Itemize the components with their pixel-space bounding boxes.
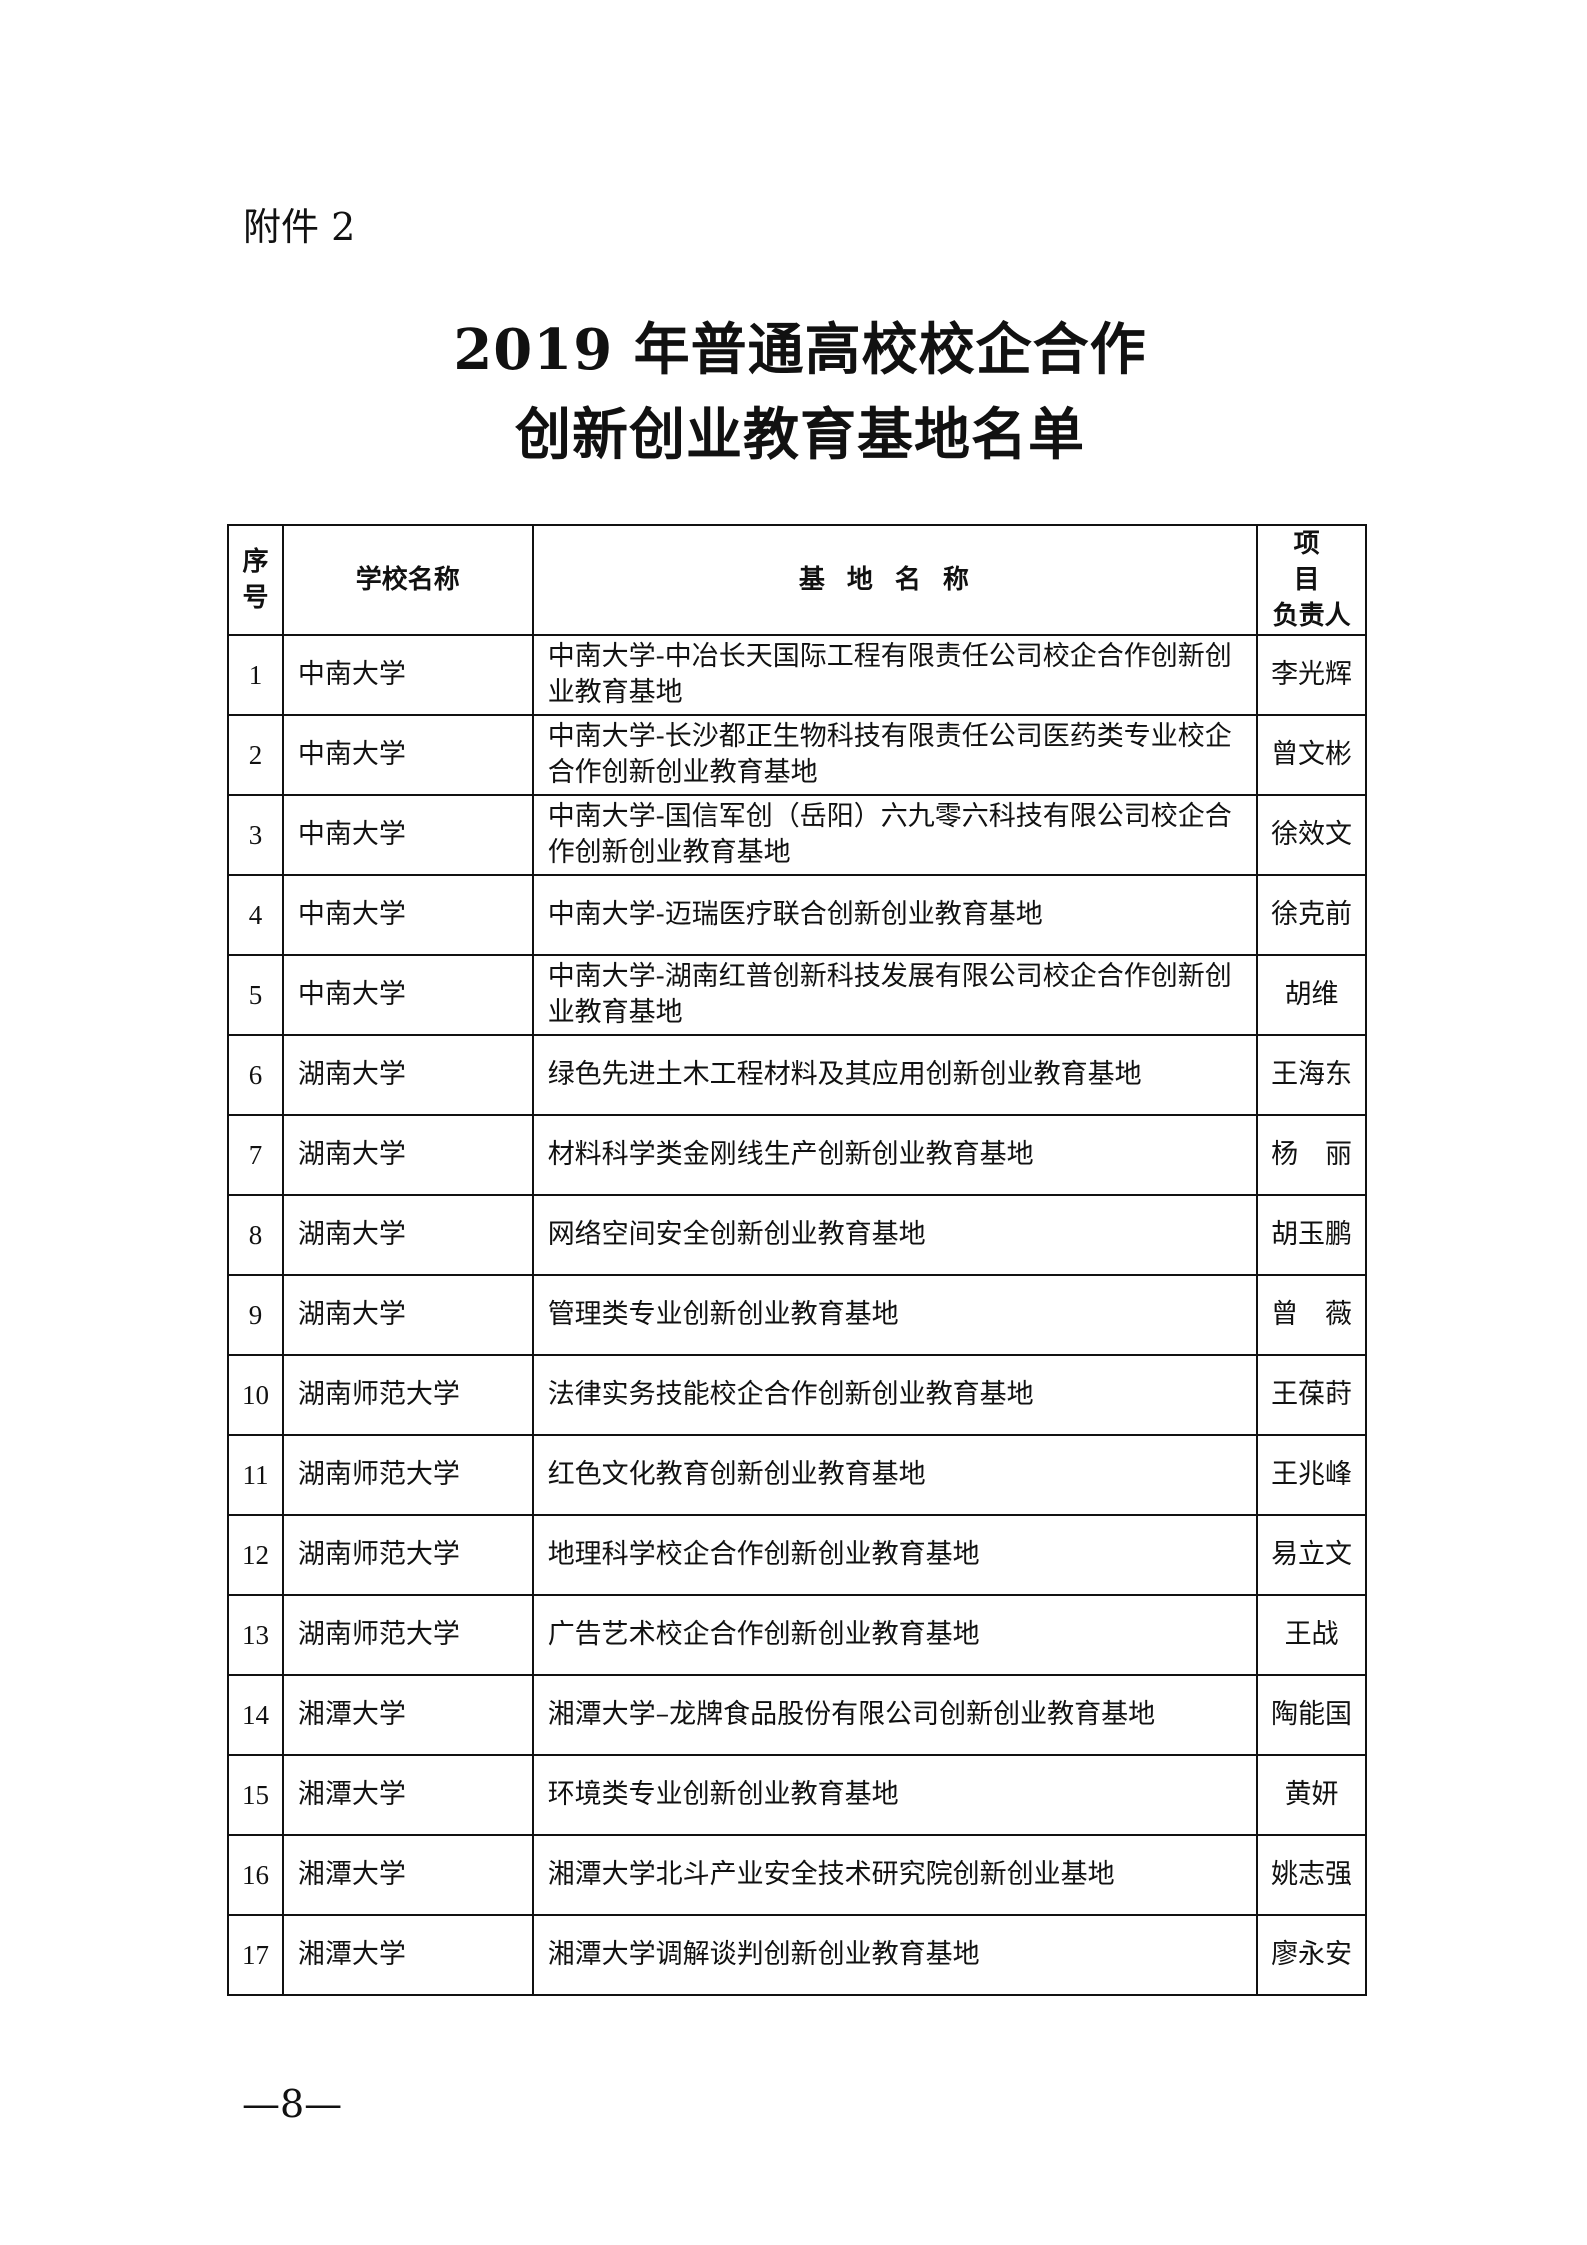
cell-school: 湘潭大学	[281, 1674, 534, 1756]
cell-school: 中南大学	[281, 794, 534, 876]
cell-base: 中南大学-湖南红普创新科技发展有限公司校企合作创新创业教育基地	[531, 954, 1259, 1036]
cell-leader: 王战	[1256, 1594, 1367, 1676]
header-leader-line2: 负责人	[1272, 601, 1351, 631]
base-list-table: 序 号 学校名称 基地名称 项目 负责人 1 中南大学 中南大学-中冶长天国际工程有…	[227, 524, 1367, 1996]
cell-base: 材料科学类金刚线生产创新创业教育基地	[531, 1114, 1259, 1196]
cell-school: 中南大学	[281, 714, 534, 796]
table-row: 14 湘潭大学 湘潭大学–龙牌食品股份有限公司创新创业教育基地 陶能国	[227, 1674, 1367, 1756]
cell-leader: 王葆莳	[1256, 1354, 1367, 1436]
header-seq: 序 号	[227, 524, 284, 636]
cell-leader: 曾文彬	[1256, 714, 1367, 796]
cell-seq: 14	[227, 1674, 284, 1756]
cell-seq: 13	[227, 1594, 284, 1676]
cell-leader: 易立文	[1256, 1514, 1367, 1596]
table-row: 10 湖南师范大学 法律实务技能校企合作创新创业教育基地 王葆莳	[227, 1354, 1367, 1436]
cell-leader: 王兆峰	[1256, 1434, 1367, 1516]
table-row: 8 湖南大学 网络空间安全创新创业教育基地 胡玉鹏	[227, 1194, 1367, 1276]
table-row: 4 中南大学 中南大学-迈瑞医疗联合创新创业教育基地 徐克前	[227, 874, 1367, 956]
attachment-label: 附件 2	[243, 205, 356, 249]
table-row: 16 湘潭大学 湘潭大学北斗产业安全技术研究院创新创业基地 姚志强	[227, 1834, 1367, 1916]
cell-seq: 2	[227, 714, 284, 796]
cell-leader: 王海东	[1256, 1034, 1367, 1116]
cell-base: 中南大学-中冶长天国际工程有限责任公司校企合作创新创业教育基地	[531, 634, 1259, 716]
cell-base: 中南大学-迈瑞医疗联合创新创业教育基地	[531, 874, 1259, 956]
cell-base: 绿色先进土木工程材料及其应用创新创业教育基地	[531, 1034, 1259, 1116]
cell-base: 地理科学校企合作创新创业教育基地	[531, 1514, 1259, 1596]
cell-seq: 5	[227, 954, 284, 1036]
cell-school: 湘潭大学	[281, 1754, 534, 1836]
cell-seq: 6	[227, 1034, 284, 1116]
cell-seq: 8	[227, 1194, 284, 1276]
header-base: 基地名称	[531, 524, 1259, 636]
table-row: 5 中南大学 中南大学-湖南红普创新科技发展有限公司校企合作创新创业教育基地 胡维	[227, 954, 1367, 1036]
cell-base: 广告艺术校企合作创新创业教育基地	[531, 1594, 1259, 1676]
cell-leader: 李光辉	[1256, 634, 1367, 716]
cell-seq: 15	[227, 1754, 284, 1836]
cell-school: 湖南大学	[281, 1114, 534, 1196]
cell-school: 湘潭大学	[281, 1914, 534, 1996]
cell-base: 法律实务技能校企合作创新创业教育基地	[531, 1354, 1259, 1436]
header-leader: 项目 负责人	[1256, 524, 1367, 636]
page-title-line1: 2019 年普通高校校企合作	[453, 317, 1147, 383]
cell-school: 中南大学	[281, 634, 534, 716]
cell-seq: 11	[227, 1434, 284, 1516]
table-row: 1 中南大学 中南大学-中冶长天国际工程有限责任公司校企合作创新创业教育基地 李光辉	[227, 634, 1367, 716]
cell-seq: 7	[227, 1114, 284, 1196]
cell-school: 湖南大学	[281, 1194, 534, 1276]
cell-school: 湖南师范大学	[281, 1594, 534, 1676]
table-row: 15 湘潭大学 环境类专业创新创业教育基地 黄妍	[227, 1754, 1367, 1836]
table-row: 2 中南大学 中南大学-长沙都正生物科技有限责任公司医药类专业校企合作创新创业教育基…	[227, 714, 1367, 796]
cell-leader: 胡玉鹏	[1256, 1194, 1367, 1276]
cell-school: 湖南大学	[281, 1034, 534, 1116]
cell-seq: 10	[227, 1354, 284, 1436]
cell-leader: 徐克前	[1256, 874, 1367, 956]
cell-leader: 黄妍	[1256, 1754, 1367, 1836]
cell-leader: 徐效文	[1256, 794, 1367, 876]
cell-leader: 姚志强	[1256, 1834, 1367, 1916]
table-row: 9 湖南大学 管理类专业创新创业教育基地曾 薇	[227, 1274, 1367, 1356]
cell-leader: 胡维	[1256, 954, 1367, 1036]
table-row: 13 湖南师范大学 广告艺术校企合作创新创业教育基地 王战	[227, 1594, 1367, 1676]
cell-leader: 曾 薇	[1256, 1274, 1367, 1356]
table-row: 7 湖南大学 材料科学类金刚线生产创新创业教育基地杨 丽	[227, 1114, 1367, 1196]
cell-leader: 陶能国	[1256, 1674, 1367, 1756]
cell-base: 中南大学-国信军创（岳阳）六九零六科技有限公司校企合作创新创业教育基地	[531, 794, 1259, 876]
cell-base: 湘潭大学调解谈判创新创业教育基地	[531, 1914, 1259, 1996]
cell-seq: 16	[227, 1834, 284, 1916]
cell-base: 湘潭大学北斗产业安全技术研究院创新创业基地	[531, 1834, 1259, 1916]
cell-seq: 12	[227, 1514, 284, 1596]
cell-seq: 3	[227, 794, 284, 876]
table-row: 3 中南大学 中南大学-国信军创（岳阳）六九零六科技有限公司校企合作创新创业教育基地…	[227, 794, 1367, 876]
header-seq-line2: 号	[242, 583, 269, 613]
cell-seq: 17	[227, 1914, 284, 1996]
cell-school: 湖南师范大学	[281, 1514, 534, 1596]
cell-base: 红色文化教育创新创业教育基地	[531, 1434, 1259, 1516]
cell-leader: 廖永安	[1256, 1914, 1367, 1996]
cell-school: 中南大学	[281, 874, 534, 956]
cell-school: 湖南师范大学	[281, 1354, 534, 1436]
header-seq-line1: 序	[242, 547, 269, 577]
header-school: 学校名称	[281, 524, 534, 636]
cell-school: 湘潭大学	[281, 1834, 534, 1916]
cell-seq: 9	[227, 1274, 284, 1356]
header-leader-line1: 项目	[1293, 529, 1342, 595]
cell-seq: 1	[227, 634, 284, 716]
table-header-row: 序 号 学校名称 基地名称 项目 负责人	[227, 524, 1367, 636]
cell-base: 中南大学-长沙都正生物科技有限责任公司医药类专业校企合作创新创业教育基地	[531, 714, 1259, 796]
cell-base: 环境类专业创新创业教育基地	[531, 1754, 1259, 1836]
page-number: —8—	[242, 2082, 343, 2126]
table-row: 11 湖南师范大学 红色文化教育创新创业教育基地 王兆峰	[227, 1434, 1367, 1516]
cell-school: 湖南大学	[281, 1274, 534, 1356]
cell-school: 湖南师范大学	[281, 1434, 534, 1516]
cell-base: 湘潭大学–龙牌食品股份有限公司创新创业教育基地	[531, 1674, 1259, 1756]
cell-school: 中南大学	[281, 954, 534, 1036]
table-row: 6 湖南大学 绿色先进土木工程材料及其应用创新创业教育基地 王海东	[227, 1034, 1367, 1116]
table-row: 12 湖南师范大学 地理科学校企合作创新创业教育基地 易立文	[227, 1514, 1367, 1596]
page-title-line2: 创新创业教育基地名单	[515, 402, 1085, 468]
table-row: 17 湘潭大学 湘潭大学调解谈判创新创业教育基地 廖永安	[227, 1914, 1367, 1996]
cell-base: 网络空间安全创新创业教育基地	[531, 1194, 1259, 1276]
cell-seq: 4	[227, 874, 284, 956]
cell-base: 管理类专业创新创业教育基地	[531, 1274, 1259, 1356]
cell-leader: 杨 丽	[1256, 1114, 1367, 1196]
